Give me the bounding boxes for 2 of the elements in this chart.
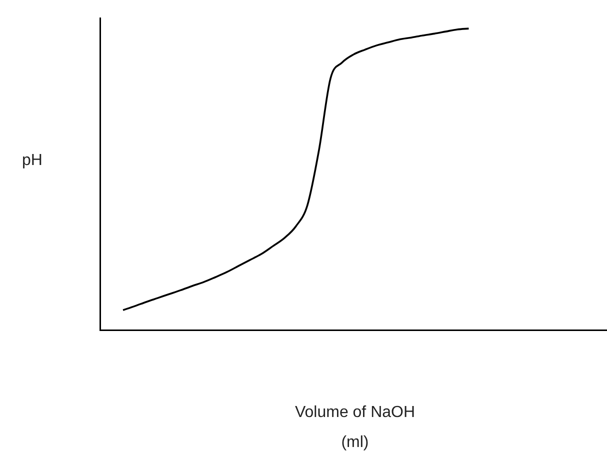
x-axis-title: Volume of NaOH (ml) [294, 403, 416, 453]
y-axis-title: pH [22, 152, 42, 170]
